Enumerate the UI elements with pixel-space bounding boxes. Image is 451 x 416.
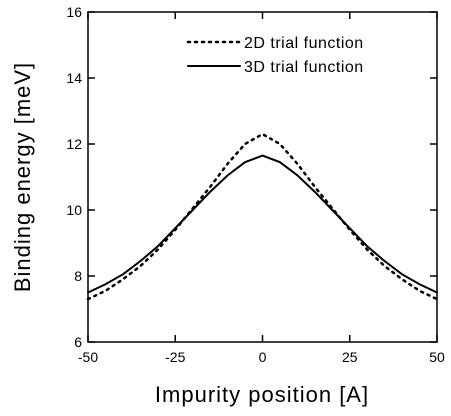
x-tick-label: 50 <box>429 349 445 365</box>
y-tick-label: 10 <box>66 202 82 218</box>
line-series <box>87 154 438 294</box>
y-tick-label: 12 <box>66 136 82 152</box>
x-tick-label: 0 <box>259 349 267 365</box>
x-tick-label: -50 <box>78 349 98 365</box>
y-axis-label: Binding energy [meV] <box>10 62 35 292</box>
legend-label: 2D trial function <box>244 35 364 52</box>
x-tick-label: 25 <box>342 349 358 365</box>
line-series <box>86 132 439 301</box>
x-tick-label: -25 <box>165 349 185 365</box>
legend-label: 3D trial function <box>244 59 364 76</box>
y-tick-label: 16 <box>66 4 82 20</box>
y-tick-label: 8 <box>74 268 82 284</box>
x-axis-label: Impurity position [A] <box>155 382 369 407</box>
y-tick-label: 6 <box>74 334 82 350</box>
y-tick-label: 14 <box>66 70 82 86</box>
